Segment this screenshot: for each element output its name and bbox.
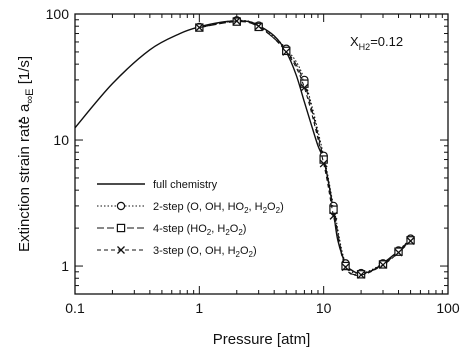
legend-item-3: 4-step (HO2, H2O2)	[97, 223, 246, 237]
x-tick-label: 100	[436, 300, 460, 316]
x-axis-label: Pressure [atm]	[213, 331, 311, 348]
series-line	[199, 20, 411, 276]
x-tick-label: 1	[195, 300, 203, 316]
data-point	[357, 270, 366, 279]
legend-marker	[117, 246, 125, 254]
legend-marker	[116, 223, 126, 233]
legend-item-2: 2-step (O, OH, HO2, H2O2)	[97, 201, 284, 215]
data-point	[329, 211, 338, 220]
data-point	[254, 22, 263, 31]
series-line	[199, 19, 411, 274]
rate-dot-accent	[18, 119, 22, 123]
composition-annotation: XH2=0.12	[350, 34, 403, 52]
legend-label: full chemistry	[153, 179, 218, 191]
legend-label: 4-step (HO2, H2O2)	[153, 223, 246, 237]
legend-item-1: full chemistry	[97, 179, 218, 191]
legend-item-4: 3-step (O, OH, H2O2)	[97, 245, 257, 259]
x-tick-label: 0.1	[65, 300, 85, 316]
y-tick-label: 100	[46, 6, 70, 22]
data-point	[329, 205, 338, 214]
data-point	[300, 79, 309, 88]
data-point	[319, 159, 328, 168]
legend-marker	[116, 201, 126, 211]
legend: full chemistry 2-step (O, OH, HO2, H2O2) 4…	[97, 179, 284, 259]
series-layer	[74, 16, 415, 279]
legend-label: 3-step (O, OH, H2O2)	[153, 245, 257, 259]
data-point	[406, 237, 415, 245]
series-1	[74, 20, 412, 275]
legend-label: 2-step (O, OH, HO2, H2O2)	[153, 201, 284, 215]
series-4	[195, 17, 415, 279]
data-point	[195, 23, 204, 32]
data-point	[341, 263, 350, 272]
data-point	[282, 47, 291, 56]
data-point	[282, 46, 291, 56]
data-point	[394, 248, 403, 257]
series-line	[199, 21, 411, 276]
y-tick-label: 1	[61, 258, 69, 274]
series-2	[195, 16, 415, 278]
series-line	[74, 20, 412, 275]
y-tick-label: 10	[53, 132, 69, 148]
y-axis-label: Extinction strain rate a∞E [1/s]	[16, 56, 36, 252]
data-point	[300, 83, 309, 92]
data-point	[319, 155, 328, 164]
labels: Pressure [atm] Extinction strain rate a∞E…	[16, 34, 403, 348]
plot-frame	[74, 13, 449, 295]
data-point	[379, 260, 387, 269]
data-point	[232, 17, 241, 25]
x-tick-label: 10	[316, 300, 332, 316]
axes: 0.1 1 10 100 1 10 100	[46, 6, 460, 316]
series-3	[195, 17, 415, 279]
